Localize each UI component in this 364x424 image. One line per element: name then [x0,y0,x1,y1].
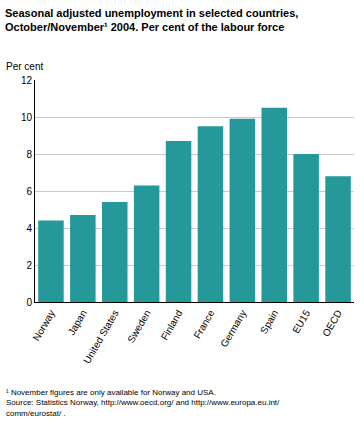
svg-text:Spain: Spain [258,308,280,336]
svg-text:12: 12 [21,75,33,86]
svg-text:4: 4 [26,223,32,234]
svg-text:France: France [191,308,216,341]
svg-text:¹ November figures are only av: ¹ November figures are only available fo… [6,388,280,418]
svg-text:10: 10 [21,112,33,123]
svg-text:EU15: EU15 [290,308,312,336]
svg-text:0: 0 [26,297,32,308]
svg-text:Norway: Norway [31,308,57,343]
svg-text:Per cent: Per cent [6,61,43,72]
svg-text:6: 6 [26,186,32,197]
svg-text:Seasonal adjusted unemployment: Seasonal adjusted unemployment in select… [5,7,298,33]
svg-text:8: 8 [26,149,32,160]
svg-text:Finland: Finland [159,308,185,342]
svg-text:United States: United States [81,308,121,366]
svg-text:Japan: Japan [66,308,89,337]
svg-text:2: 2 [26,260,32,271]
svg-text:Sweden: Sweden [125,308,153,345]
svg-text:OECD: OECD [320,308,344,339]
svg-text:Germany: Germany [218,308,248,349]
